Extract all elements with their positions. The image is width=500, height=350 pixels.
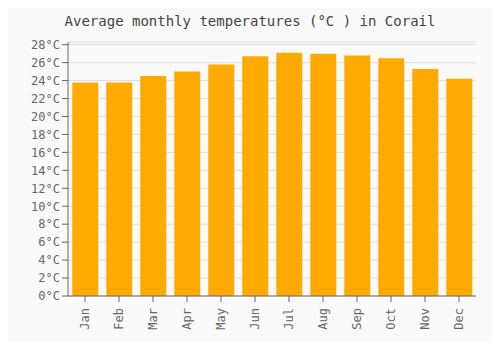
svg-text:6°C: 6°C xyxy=(38,235,60,249)
svg-text:8°C: 8°C xyxy=(38,217,60,231)
svg-text:Jun: Jun xyxy=(248,308,262,330)
svg-text:12°C: 12°C xyxy=(31,182,60,196)
svg-text:Nov: Nov xyxy=(418,308,432,330)
svg-text:24°C: 24°C xyxy=(31,74,60,88)
html-text:Average monthly temperatures (: Average monthly temperatures (°C ) in Co… xyxy=(64,13,436,29)
svg-text:4°C: 4°C xyxy=(38,253,60,267)
svg-text:0°C: 0°C xyxy=(38,289,60,303)
svg-text:16°C: 16°C xyxy=(31,146,60,160)
svg-text:22°C: 22°C xyxy=(31,92,60,106)
svg-text:28°C: 28°C xyxy=(31,38,60,52)
svg-text:14°C: 14°C xyxy=(31,164,60,178)
svg-text:Aug: Aug xyxy=(316,308,330,330)
svg-text:Jul: Jul xyxy=(282,308,296,330)
svg-text:May: May xyxy=(214,308,228,330)
svg-text:2°C: 2°C xyxy=(38,271,60,285)
svg-text:10°C: 10°C xyxy=(31,200,60,214)
svg-text:Jan: Jan xyxy=(78,308,92,330)
svg-text:Mar: Mar xyxy=(146,308,160,330)
svg-text:Dec: Dec xyxy=(452,308,466,330)
svg-text:26°C: 26°C xyxy=(31,56,60,70)
svg-text:Feb: Feb xyxy=(112,308,126,330)
svg-text:20°C: 20°C xyxy=(31,110,60,124)
svg-text:Apr: Apr xyxy=(180,308,194,330)
svg-text:18°C: 18°C xyxy=(31,128,60,142)
svg-text:Oct: Oct xyxy=(384,308,398,330)
svg-text:Sep: Sep xyxy=(350,308,364,330)
